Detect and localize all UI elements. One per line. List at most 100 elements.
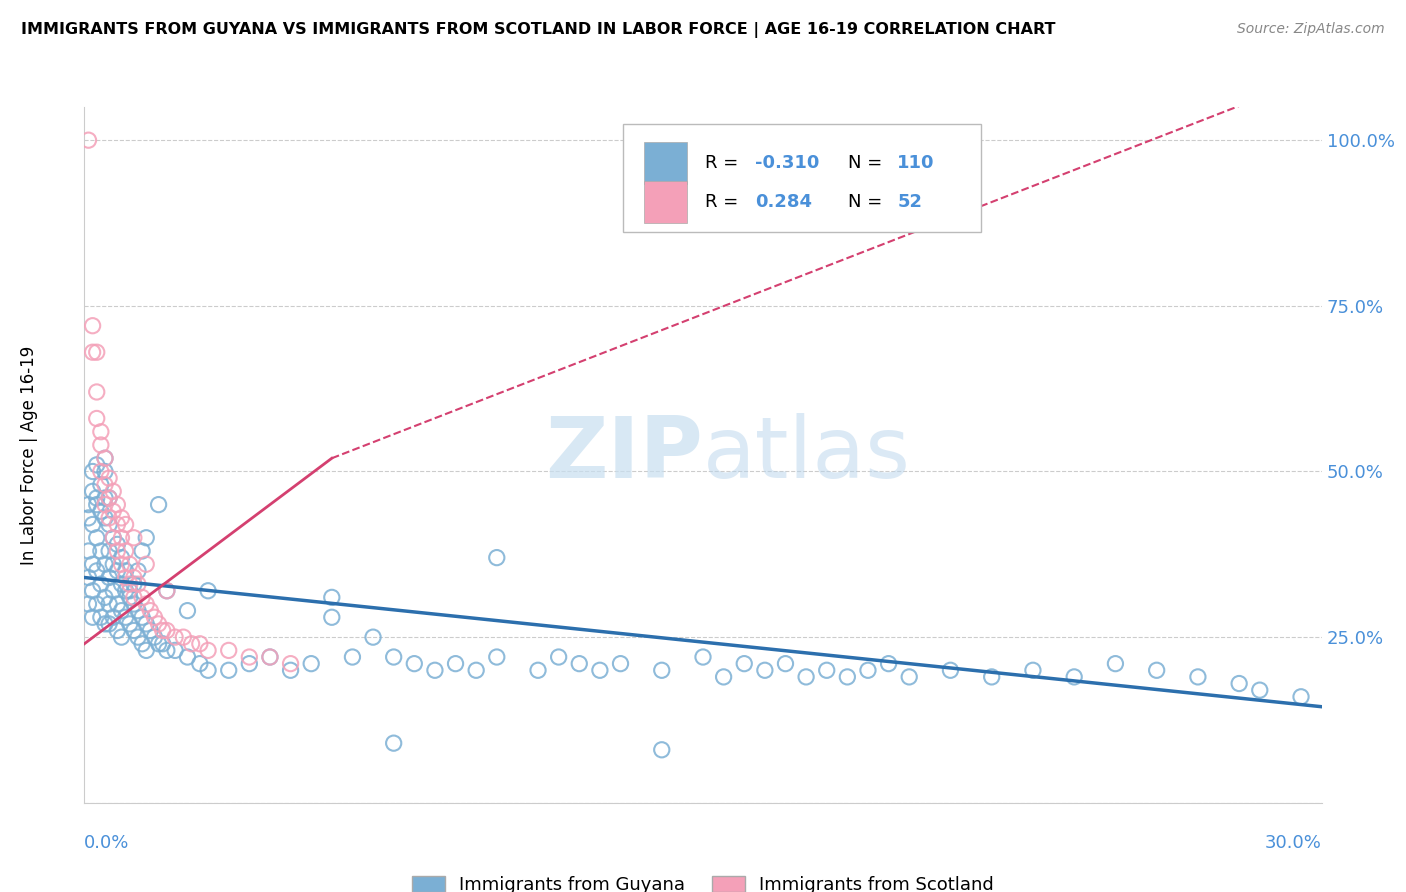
Point: [188, 637, 211, 651]
Point: [148, 637, 170, 651]
Point: [180, 637, 202, 651]
Point: [110, 630, 132, 644]
Point: [103, 583, 125, 598]
Point: [94, 451, 117, 466]
Point: [188, 657, 211, 671]
Point: [98, 616, 121, 631]
Point: [98, 544, 121, 558]
Point: [82, 484, 104, 499]
Point: [94, 591, 117, 605]
Point: [131, 544, 153, 558]
Point: [1104, 657, 1126, 671]
Text: N =: N =: [848, 194, 887, 211]
Point: [86, 597, 108, 611]
Point: [86, 531, 108, 545]
Point: [86, 345, 108, 359]
Point: [77, 570, 100, 584]
Point: [280, 657, 302, 671]
Point: [1063, 670, 1085, 684]
Point: [342, 650, 364, 665]
Point: [94, 451, 117, 466]
Bar: [644, 142, 688, 184]
Point: [82, 465, 104, 479]
Point: [259, 650, 281, 665]
Point: [86, 458, 108, 472]
Point: [692, 650, 714, 665]
Point: [86, 564, 108, 578]
Point: [156, 624, 179, 638]
Point: [589, 663, 612, 677]
Point: [82, 517, 104, 532]
Point: [382, 736, 405, 750]
Point: [118, 577, 141, 591]
Point: [90, 477, 112, 491]
Point: [733, 657, 755, 671]
FancyBboxPatch shape: [623, 124, 981, 232]
Point: [94, 498, 117, 512]
Point: [856, 663, 879, 677]
Point: [280, 663, 302, 677]
Point: [527, 663, 550, 677]
Point: [82, 345, 104, 359]
Point: [98, 491, 121, 505]
Point: [90, 465, 112, 479]
Point: [404, 657, 426, 671]
Point: [122, 624, 145, 638]
Point: [82, 610, 104, 624]
Point: [1187, 670, 1209, 684]
Point: [114, 570, 136, 584]
Point: [94, 616, 117, 631]
Point: [1146, 663, 1168, 677]
Point: [110, 531, 132, 545]
Point: [94, 465, 117, 479]
Point: [122, 570, 145, 584]
Point: [1227, 676, 1250, 690]
Point: [197, 583, 219, 598]
Point: [794, 670, 817, 684]
Point: [90, 438, 112, 452]
Point: [122, 577, 145, 591]
Point: [90, 504, 112, 518]
Point: [114, 564, 136, 578]
Point: [156, 643, 179, 657]
Point: [90, 544, 112, 558]
Point: [77, 133, 100, 147]
Point: [103, 531, 125, 545]
Point: [815, 663, 838, 677]
Text: ZIP: ZIP: [546, 413, 703, 497]
Text: In Labor Force | Age 16-19: In Labor Force | Age 16-19: [20, 345, 38, 565]
Point: [110, 577, 132, 591]
Text: 0.0%: 0.0%: [84, 834, 129, 852]
Text: R =: R =: [706, 194, 744, 211]
Point: [837, 670, 859, 684]
Point: [118, 591, 141, 605]
Point: [898, 670, 921, 684]
Point: [135, 616, 157, 631]
Point: [143, 630, 166, 644]
Point: [77, 511, 100, 525]
Point: [77, 544, 100, 558]
Point: [139, 604, 162, 618]
Point: [238, 657, 260, 671]
Point: [423, 663, 446, 677]
Point: [122, 591, 145, 605]
Point: [651, 743, 673, 757]
Point: [103, 558, 125, 572]
Point: [114, 583, 136, 598]
Point: [321, 591, 343, 605]
Point: [197, 643, 219, 657]
Point: [465, 663, 488, 677]
Point: [127, 564, 149, 578]
Point: [651, 663, 673, 677]
Point: [1289, 690, 1312, 704]
Point: [110, 558, 132, 572]
Point: [77, 498, 100, 512]
Point: [94, 491, 117, 505]
Point: [114, 544, 136, 558]
Point: [103, 531, 125, 545]
Text: IMMIGRANTS FROM GUYANA VS IMMIGRANTS FROM SCOTLAND IN LABOR FORCE | AGE 16-19 CO: IMMIGRANTS FROM GUYANA VS IMMIGRANTS FRO…: [21, 22, 1056, 38]
Point: [1249, 683, 1271, 698]
Point: [299, 657, 322, 671]
Point: [131, 610, 153, 624]
Point: [127, 577, 149, 591]
